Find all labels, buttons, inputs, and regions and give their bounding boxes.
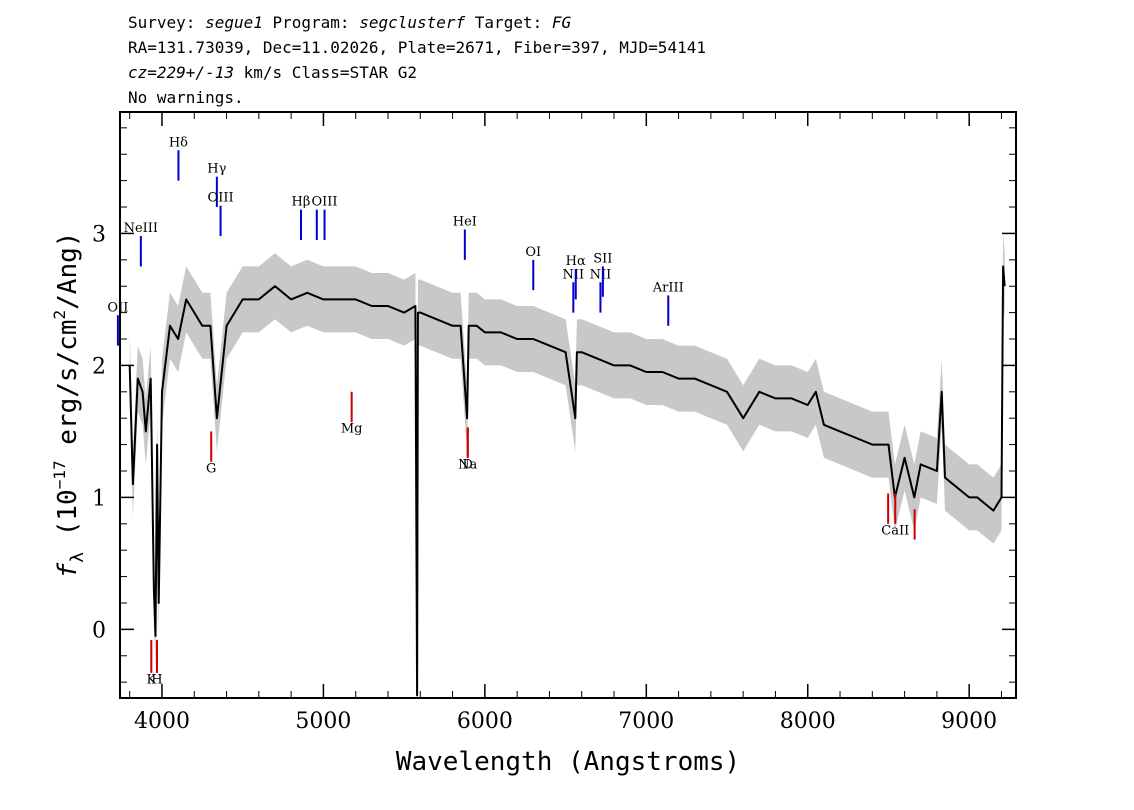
emission-line-label: OIII bbox=[208, 191, 234, 206]
header-line-2: RA=131.73039, Dec=11.02026, Plate=2671, … bbox=[128, 38, 706, 57]
absorption-line-label: K bbox=[146, 672, 156, 687]
plot-frame bbox=[119, 111, 1017, 699]
y-tick-label: 2 bbox=[92, 354, 106, 379]
absorption-line-label: Na bbox=[458, 457, 477, 472]
x-axis-label: Wavelength (Angstroms) bbox=[396, 747, 740, 777]
x-tick-label: 9000 bbox=[941, 709, 997, 734]
absorption-line-label: G bbox=[206, 461, 216, 476]
absorption-line-label: H bbox=[151, 672, 162, 687]
y-tick-label: 3 bbox=[92, 222, 106, 247]
x-tick-label: 7000 bbox=[618, 709, 674, 734]
emission-line-label: OI bbox=[525, 245, 541, 260]
absorption-line-label: D bbox=[463, 457, 473, 472]
y-axis-label: fλ (10−17 erg/s/cm2/Ang) bbox=[50, 232, 88, 579]
emission-line-label: SII bbox=[593, 251, 612, 266]
x-tick-label: 8000 bbox=[780, 709, 836, 734]
emission-line-label: NII bbox=[590, 267, 612, 282]
emission-line-label: Hδ bbox=[169, 135, 188, 150]
x-tick-label: 5000 bbox=[295, 709, 351, 734]
absorption-line-label: Mg bbox=[341, 422, 363, 437]
absorption-line-label: CaII bbox=[881, 523, 909, 538]
header-line-1: Survey: segue1 Program: segclusterf Targ… bbox=[128, 13, 571, 32]
header-line-4: No warnings. bbox=[128, 88, 244, 107]
y-axis-ticks: 0 1 2 3 bbox=[92, 127, 1016, 683]
emission-line-label: NeIII bbox=[124, 221, 158, 236]
error-band bbox=[129, 233, 1005, 698]
emission-line-label: OII bbox=[107, 300, 128, 315]
emission-line-label: ArIII bbox=[652, 280, 684, 295]
emission-line-label: Hβ bbox=[292, 195, 311, 210]
y-tick-label: 1 bbox=[92, 486, 106, 511]
y-tick-label: 0 bbox=[92, 618, 106, 643]
emission-line-label: Hγ bbox=[207, 162, 226, 177]
x-tick-label: 6000 bbox=[457, 709, 513, 734]
emission-line-label: Hα bbox=[566, 254, 586, 269]
error-band-layer bbox=[129, 233, 1005, 698]
x-axis-ticks: 4000 5000 6000 7000 8000 9000 bbox=[129, 112, 1002, 734]
emission-line-label: NII bbox=[562, 267, 584, 282]
header-line-3: cz=229+/-13 km/s Class=STAR G2 bbox=[128, 63, 417, 82]
emission-line-label: OIII bbox=[312, 195, 338, 210]
x-tick-label: 4000 bbox=[134, 709, 190, 734]
emission-line-label: HeI bbox=[453, 214, 477, 229]
